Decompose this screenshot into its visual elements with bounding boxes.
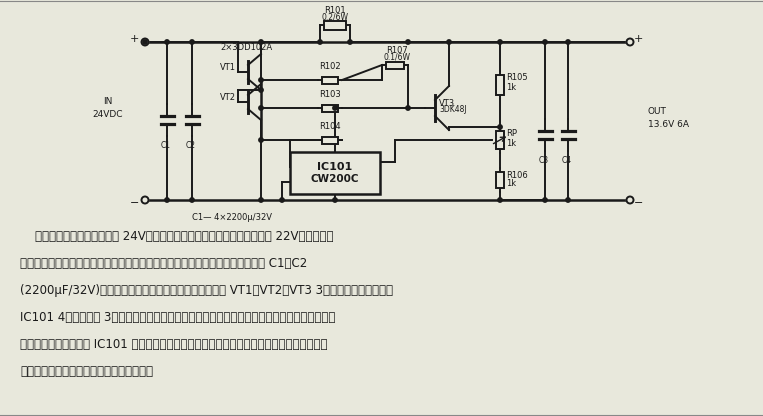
Text: R102: R102 [319, 62, 341, 71]
Circle shape [143, 40, 147, 44]
Circle shape [406, 106, 410, 110]
Text: IC101: IC101 [317, 162, 353, 172]
Bar [322, 77, 338, 84]
Bar [324, 20, 346, 30]
Text: +: + [634, 34, 643, 44]
Circle shape [141, 196, 149, 203]
Circle shape [497, 198, 502, 202]
Text: 0.2/6W: 0.2/6W [321, 13, 349, 22]
Text: VT3: VT3 [439, 99, 455, 107]
Text: R103: R103 [319, 90, 341, 99]
Circle shape [497, 40, 502, 44]
Text: R107: R107 [386, 46, 408, 55]
Circle shape [165, 198, 169, 202]
Circle shape [280, 198, 284, 202]
Text: −: − [130, 198, 139, 208]
Text: C4: C4 [562, 156, 572, 165]
Circle shape [348, 40, 353, 44]
Circle shape [497, 125, 502, 129]
Circle shape [190, 198, 195, 202]
Text: R105: R105 [506, 74, 528, 82]
Circle shape [333, 198, 337, 202]
Bar [496, 75, 504, 95]
Circle shape [626, 196, 633, 203]
Text: RP: RP [506, 129, 517, 139]
Circle shape [447, 40, 451, 44]
Text: 该电源的输入取自船舶电平 24V，开机电源指示正常，但测量输出电压为 22V，几乎等于: 该电源的输入取自船舶电平 24V，开机电源指示正常，但测量输出电压为 22V，几… [20, 230, 333, 243]
Text: VT2: VT2 [220, 94, 236, 102]
Text: C3: C3 [539, 156, 549, 165]
Circle shape [406, 40, 410, 44]
Bar [496, 131, 504, 149]
Text: 击，造成两只大电容和 IC101 损坏。因对具体构造指标及可代换的管子均不了解，未购到同一: 击，造成两只大电容和 IC101 损坏。因对具体构造指标及可代换的管子均不了解，… [20, 338, 327, 351]
Text: −: − [634, 198, 643, 208]
Text: CW200C: CW200C [311, 174, 359, 184]
Bar [496, 172, 504, 188]
Circle shape [333, 106, 337, 110]
Circle shape [259, 198, 263, 202]
Text: 1k: 1k [506, 178, 516, 188]
Circle shape [259, 138, 263, 142]
Circle shape [542, 40, 547, 44]
Circle shape [190, 40, 195, 44]
Text: C1— 4×2200μ/32V: C1— 4×2200μ/32V [192, 213, 272, 222]
Text: 型号的管子，所以考虑对原电路进行改造。: 型号的管子，所以考虑对原电路进行改造。 [20, 365, 153, 378]
Text: OUT
13.6V 6A: OUT 13.6V 6A [648, 107, 689, 129]
Circle shape [259, 78, 263, 82]
Circle shape [566, 198, 570, 202]
Circle shape [141, 39, 149, 45]
Circle shape [259, 40, 263, 44]
Text: IN
24VDC: IN 24VDC [93, 97, 124, 119]
Text: 3DK48J: 3DK48J [439, 106, 467, 114]
Text: 输入电压，可初步确定稳压电源失效。打开机盖，即可看到两只输入端滤波电容 C1、C2: 输入电压，可初步确定稳压电源失效。打开机盖，即可看到两只输入端滤波电容 C1、C… [20, 257, 307, 270]
Text: C1: C1 [161, 141, 171, 150]
Text: R104: R104 [319, 122, 341, 131]
Circle shape [626, 39, 633, 45]
Text: IC101 4只管脚中有 3只对地短路，其它电阵、电容均正常；由此可判断此电源受过强电流的冲: IC101 4只管脚中有 3只对地短路，其它电阵、电容均正常；由此可判断此电源受… [20, 311, 336, 324]
Text: R101: R101 [324, 6, 346, 15]
Text: C2: C2 [186, 141, 196, 150]
Circle shape [259, 88, 263, 92]
Text: 2×3DD102A: 2×3DD102A [220, 43, 272, 52]
Text: +: + [130, 34, 139, 44]
Text: 1k: 1k [506, 82, 516, 92]
Text: 1k: 1k [506, 139, 516, 148]
Circle shape [165, 40, 169, 44]
Text: R106: R106 [506, 171, 528, 179]
Bar [322, 104, 338, 111]
Text: 0.1/6W: 0.1/6W [384, 53, 410, 62]
Circle shape [566, 40, 570, 44]
Text: (2200μF/32V)已经爆裂，电解液外泄，必须更换；测量 VT1、VT2、VT3 3只晶体三极管均正常，: (2200μF/32V)已经爆裂，电解液外泄，必须更换；测量 VT1、VT2、V… [20, 284, 393, 297]
Bar [322, 136, 338, 144]
Bar [386, 62, 404, 69]
Circle shape [542, 198, 547, 202]
Text: VT1: VT1 [220, 64, 236, 72]
Bar [290, 152, 380, 194]
Circle shape [318, 40, 322, 44]
Circle shape [259, 106, 263, 110]
